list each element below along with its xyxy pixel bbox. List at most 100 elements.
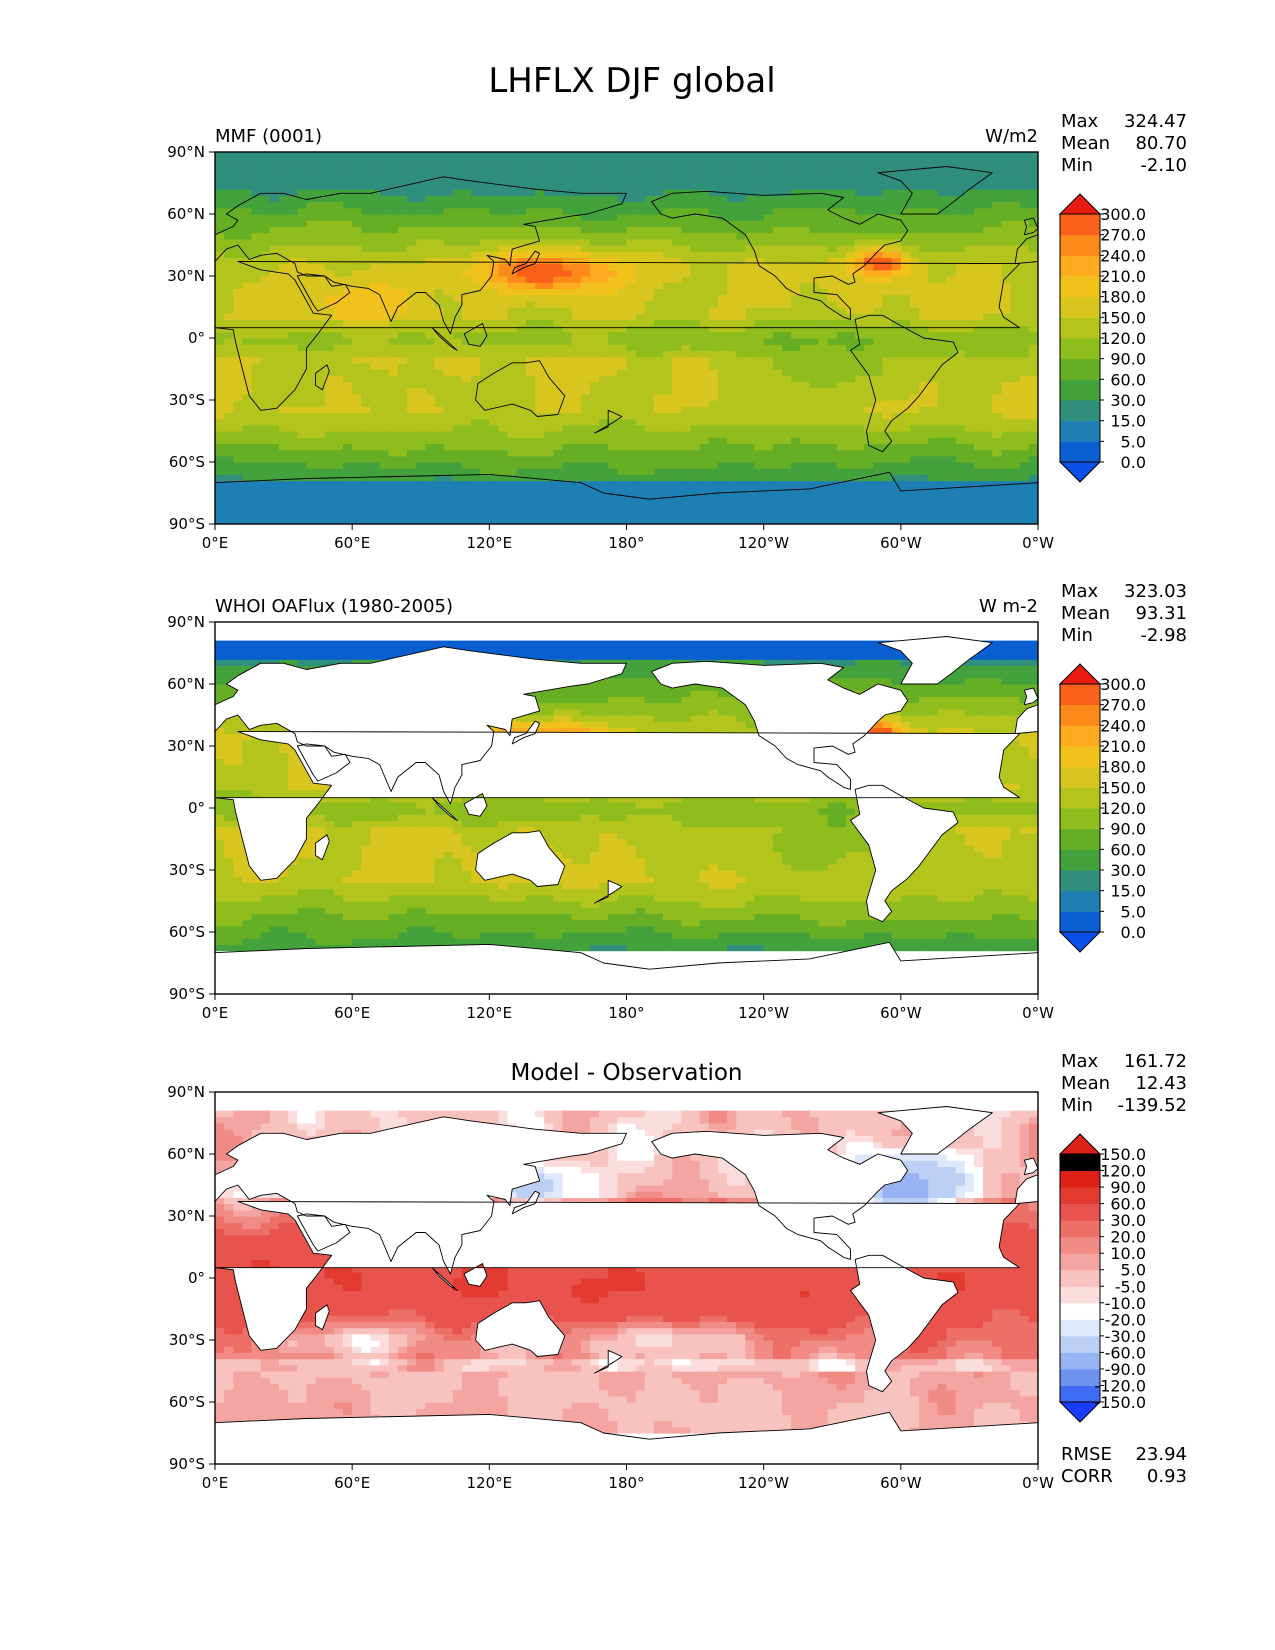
heat-cell (580, 288, 591, 296)
heat-cell (489, 362, 500, 370)
heat-cell (617, 505, 628, 513)
heat-cell (407, 176, 417, 184)
heat-cell (928, 282, 939, 289)
heat-cell (964, 170, 975, 178)
heat-cell (279, 319, 289, 327)
heat-cell (571, 431, 582, 438)
heat-cell (352, 183, 362, 190)
heat-cell (791, 344, 801, 351)
heat-cell (562, 307, 573, 314)
heat-cell (937, 455, 948, 463)
heat-cell (928, 294, 939, 302)
heat-cell (370, 431, 381, 438)
heat-cell (946, 449, 957, 457)
heat-cell (471, 449, 481, 457)
heat-cell (763, 375, 774, 382)
heat-cell (306, 170, 317, 178)
heat-cell (946, 468, 957, 475)
heat-cell (891, 170, 902, 178)
heat-cell (745, 505, 756, 513)
heat-cell (699, 369, 710, 376)
heat-cell (480, 418, 490, 426)
heat-cell (516, 263, 527, 271)
heat-cell (717, 449, 728, 457)
heat-cell (480, 288, 490, 296)
heat-cell (946, 195, 957, 203)
heat-cell (397, 406, 408, 413)
heat-cell (928, 455, 939, 463)
heat-cell (525, 232, 536, 240)
heat-cell (946, 517, 957, 524)
heat-cell (324, 263, 335, 271)
heat-cell (324, 232, 335, 240)
heat-cell (900, 232, 911, 240)
heat-cell (379, 437, 390, 444)
heat-cell (388, 294, 399, 302)
heat-cell (690, 455, 701, 463)
heat-cell (288, 406, 298, 413)
heat-cell (937, 158, 948, 165)
heat-cell (333, 164, 344, 172)
heat-cell (452, 158, 463, 165)
heat-cell (663, 511, 673, 519)
heat-cell (498, 294, 509, 302)
heat-cell (653, 158, 664, 165)
heat-cell (937, 207, 948, 215)
heat-cell (681, 480, 692, 488)
map-panel-1: 0°E 60°E 120°E 180° 120°W 60°W 0°W90°N60°N30°N… (167, 111, 1187, 552)
heat-cell (717, 238, 728, 246)
heat-cell (269, 214, 280, 221)
heat-cell (873, 468, 884, 475)
heat-cell (635, 437, 646, 444)
heat-cell (288, 257, 298, 265)
heat-cell (580, 344, 591, 351)
heat-cell (352, 207, 362, 215)
heat-cell (580, 158, 591, 165)
heat-cell (809, 164, 820, 172)
heat-cell (635, 201, 646, 209)
heat-cell (836, 418, 847, 426)
heat-cell (699, 226, 710, 234)
heat-cell (407, 263, 417, 271)
heat-cell (507, 176, 518, 184)
heat-cell (727, 418, 737, 426)
heat-cell (928, 443, 939, 451)
heat-cell (251, 369, 262, 376)
heat-cell (635, 350, 646, 358)
heat-cell (544, 393, 554, 401)
heat-cell (672, 393, 682, 401)
heat-cell (653, 164, 664, 172)
heat-cell (589, 493, 600, 500)
heat-cell (663, 493, 673, 500)
heat-cell (708, 493, 719, 500)
heat-cell (772, 437, 783, 444)
heat-cell (535, 474, 545, 482)
heat-cell (224, 319, 234, 327)
heat-cell (900, 189, 911, 196)
heat-cell (626, 220, 637, 227)
heat-cell (589, 189, 600, 196)
heat-cell (288, 325, 298, 333)
heat-cell (306, 480, 317, 488)
heat-cell (781, 505, 792, 513)
heat-cell (855, 325, 865, 333)
heat-cell (827, 276, 838, 283)
heat-cell (279, 189, 289, 196)
heat-cell (525, 431, 536, 438)
heat-cell (416, 307, 426, 314)
heat-cell (260, 288, 271, 296)
heat-cell (443, 505, 454, 513)
heat-cell (946, 158, 957, 165)
heat-cell (580, 307, 591, 314)
heat-cell (471, 257, 481, 265)
heat-cell (507, 251, 518, 258)
heat-cell (580, 325, 591, 333)
heat-cell (882, 207, 893, 215)
heat-cell (535, 331, 545, 339)
heat-cell (407, 276, 417, 283)
heat-cell (882, 412, 893, 420)
heat-cell (388, 406, 399, 413)
heat-cell (745, 195, 756, 203)
heat-cell (242, 455, 253, 463)
heat-cell (681, 257, 692, 265)
